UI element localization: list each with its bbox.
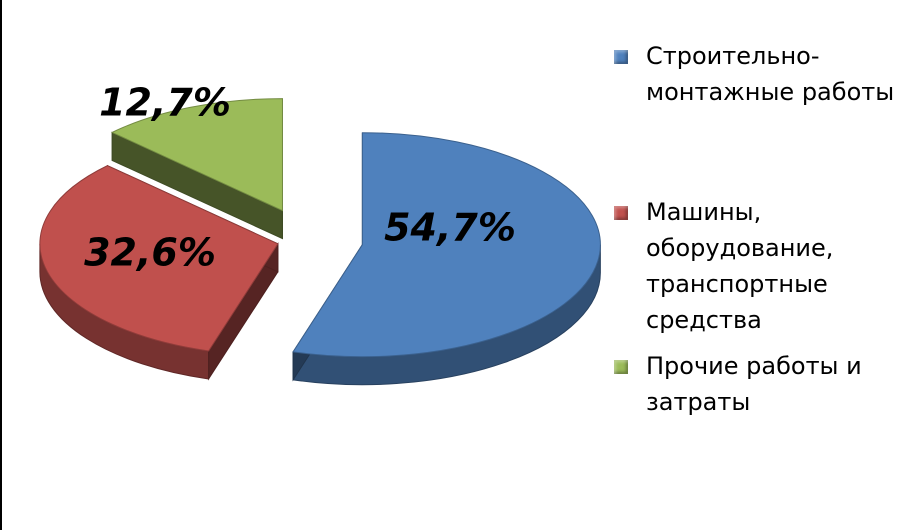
slice-other	[110, 98, 283, 240]
slice-machinery	[39, 164, 279, 381]
legend-label-machinery: Машины, оборудование, транспортные средс…	[646, 198, 834, 334]
slice-construction	[292, 132, 601, 386]
data-label-other: 12,7%	[99, 81, 231, 125]
data-label-construction: 54,7%	[384, 206, 516, 250]
legend-label-construction: Строительно- монтажные работы	[646, 42, 895, 106]
legend-swatch-machinery	[614, 206, 628, 220]
legend-swatch-other	[614, 360, 628, 374]
data-label-machinery: 32,6%	[84, 231, 216, 275]
legend-swatch-construction	[614, 50, 628, 64]
legend-label-other: Прочие работы и затраты	[646, 352, 862, 416]
